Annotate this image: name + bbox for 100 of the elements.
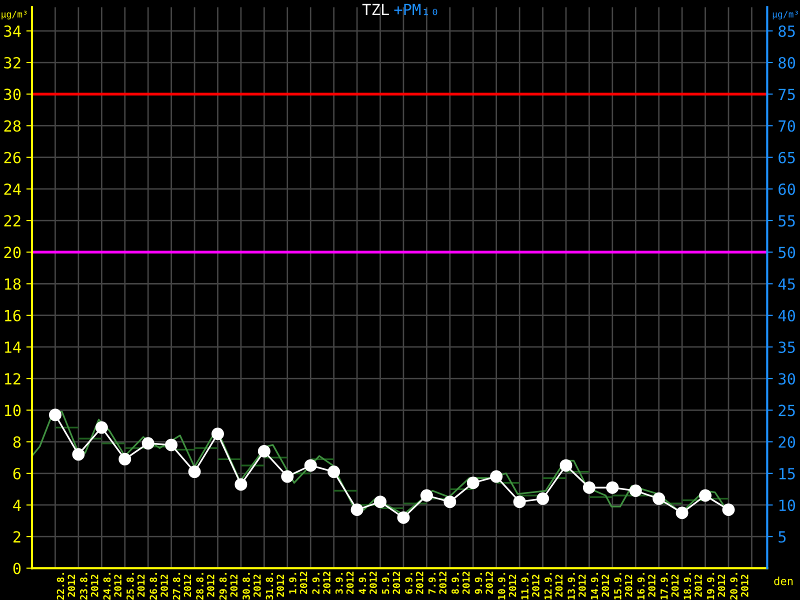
x-tick-label: 18.9. 2012 (684, 573, 702, 600)
x-tick-label: 29.8. 2012 (219, 573, 238, 600)
x-tick-label: 27.8. 2012 (172, 573, 192, 600)
chart-title: TZL (362, 4, 389, 16)
point (536, 492, 550, 505)
y-tick-label: 26 (4, 152, 21, 164)
x-tick-label: 26.8. 2012 (150, 573, 168, 600)
point (118, 452, 132, 466)
y-tick-label: 6 (13, 468, 21, 480)
x-tick-label: 10.9. 2012 (498, 573, 516, 600)
x-tick-label: 4.9. 2012 (358, 572, 377, 594)
y2-tick-label: 15 (779, 468, 795, 480)
y2-tick-label: 45 (778, 278, 795, 290)
chart-subtitle: +PM₁₀ (394, 4, 438, 16)
x-tick-label: 12.9. 2012 (544, 573, 563, 600)
y2-tick-label: 30 (778, 373, 796, 385)
y-tick-label: 32 (4, 57, 20, 69)
x-tick-label: 23.8. 2012 (80, 573, 98, 600)
x-tick-label: 9.9. 2012 (474, 572, 493, 594)
point (513, 496, 526, 508)
y-tick-label: 28 (4, 120, 21, 132)
x-tick-label: 15.9. 2012 (614, 573, 632, 600)
y-tick-label: 24 (4, 183, 21, 195)
x-tick-label: 24.8. 2012 (103, 573, 122, 600)
y2-tick-label: 50 (778, 246, 796, 258)
y-tick-label: 12 (5, 373, 20, 384)
y2-tick-label: 25 (778, 404, 795, 416)
point (258, 445, 270, 458)
y-tick-label: 0 (13, 562, 21, 574)
x-axis-title: den (774, 576, 793, 586)
y2-tick-label: 55 (778, 215, 795, 227)
x-tick-label: 11.9. 2012 (521, 573, 540, 600)
x-tick-label: 8.9. 2012 (452, 572, 470, 594)
point (304, 459, 317, 472)
x-tick-label: 17.9. 2012 (660, 573, 679, 600)
y2-tick-label: 65 (778, 152, 795, 164)
x-tick-label: 5.9. 2012 (382, 572, 400, 594)
point (72, 448, 85, 461)
point (582, 481, 596, 494)
y2-tick-label: 40 (778, 310, 796, 322)
x-tick-label: 2.9. 2012 (312, 572, 330, 594)
x-tick-label: 6.9. 2012 (405, 572, 424, 594)
y2-tick-label: 80 (778, 57, 796, 69)
x-tick-label: 1.9. 2012 (289, 572, 308, 594)
point (374, 496, 387, 508)
point (676, 506, 688, 520)
point (699, 489, 712, 502)
point (606, 481, 619, 494)
point (95, 421, 108, 434)
x-tick-label: 14.9. 2012 (590, 573, 610, 600)
point (444, 496, 456, 508)
y2-tick-label: 20 (778, 436, 796, 448)
x-tick-label: 22.8. 2012 (56, 573, 76, 600)
point (722, 503, 735, 516)
point (350, 503, 364, 516)
x-tick-label: 30.8. 2012 (242, 573, 261, 600)
point (560, 459, 572, 472)
y2-tick-label: 70 (778, 120, 796, 132)
x-tick-label: 20.9. 2012 (730, 573, 748, 600)
y-tick-label: 14 (5, 342, 21, 353)
y-tick-label: 18 (5, 278, 21, 290)
point (211, 428, 224, 440)
point (466, 476, 480, 490)
point (48, 408, 62, 422)
point (490, 470, 503, 483)
x-tick-label: 16.9. 2012 (637, 573, 656, 600)
point (629, 484, 642, 498)
y2-tick-label: 60 (778, 183, 796, 195)
y-tick-label: 34 (4, 25, 21, 37)
point (652, 492, 666, 505)
y-tick-label: 4 (13, 500, 21, 511)
y2-tick-label: 10 (779, 499, 796, 512)
point (397, 511, 410, 524)
y2-tick-label: 85 (778, 25, 795, 37)
point (165, 438, 178, 452)
y-tick-label: 30 (4, 88, 21, 100)
y-tick-label: 16 (5, 310, 21, 322)
x-tick-label: 19.9. 2012 (706, 573, 726, 600)
x-tick-label: 31.8. 2012 (266, 573, 284, 600)
x-tick-label: 28.8. 2012 (196, 573, 214, 600)
x-tick-label: 25.8. 2012 (126, 573, 145, 600)
y-tick-label: 2 (14, 531, 20, 542)
point (420, 489, 433, 502)
y-tick-label: 22 (4, 215, 20, 226)
x-tick-label: 3.9. 2012 (335, 572, 354, 594)
y-axis-title: µg/m³ (2, 10, 27, 20)
y2-axis-title: µg/m³ (772, 10, 798, 20)
point (328, 466, 340, 478)
y-tick-label: 20 (4, 246, 21, 258)
x-tick-label: 13.9. 2012 (568, 573, 586, 600)
y2-tick-label: 35 (778, 341, 795, 354)
x-tick-label: 7.9. 2012 (428, 572, 447, 594)
point (234, 478, 248, 491)
y-tick-label: 8 (13, 436, 21, 448)
point (188, 466, 201, 478)
point (281, 470, 294, 483)
y-tick-label: 10 (5, 404, 21, 416)
point (142, 437, 154, 450)
y2-tick-label: 5 (778, 531, 786, 543)
y2-tick-label: 75 (778, 88, 795, 100)
